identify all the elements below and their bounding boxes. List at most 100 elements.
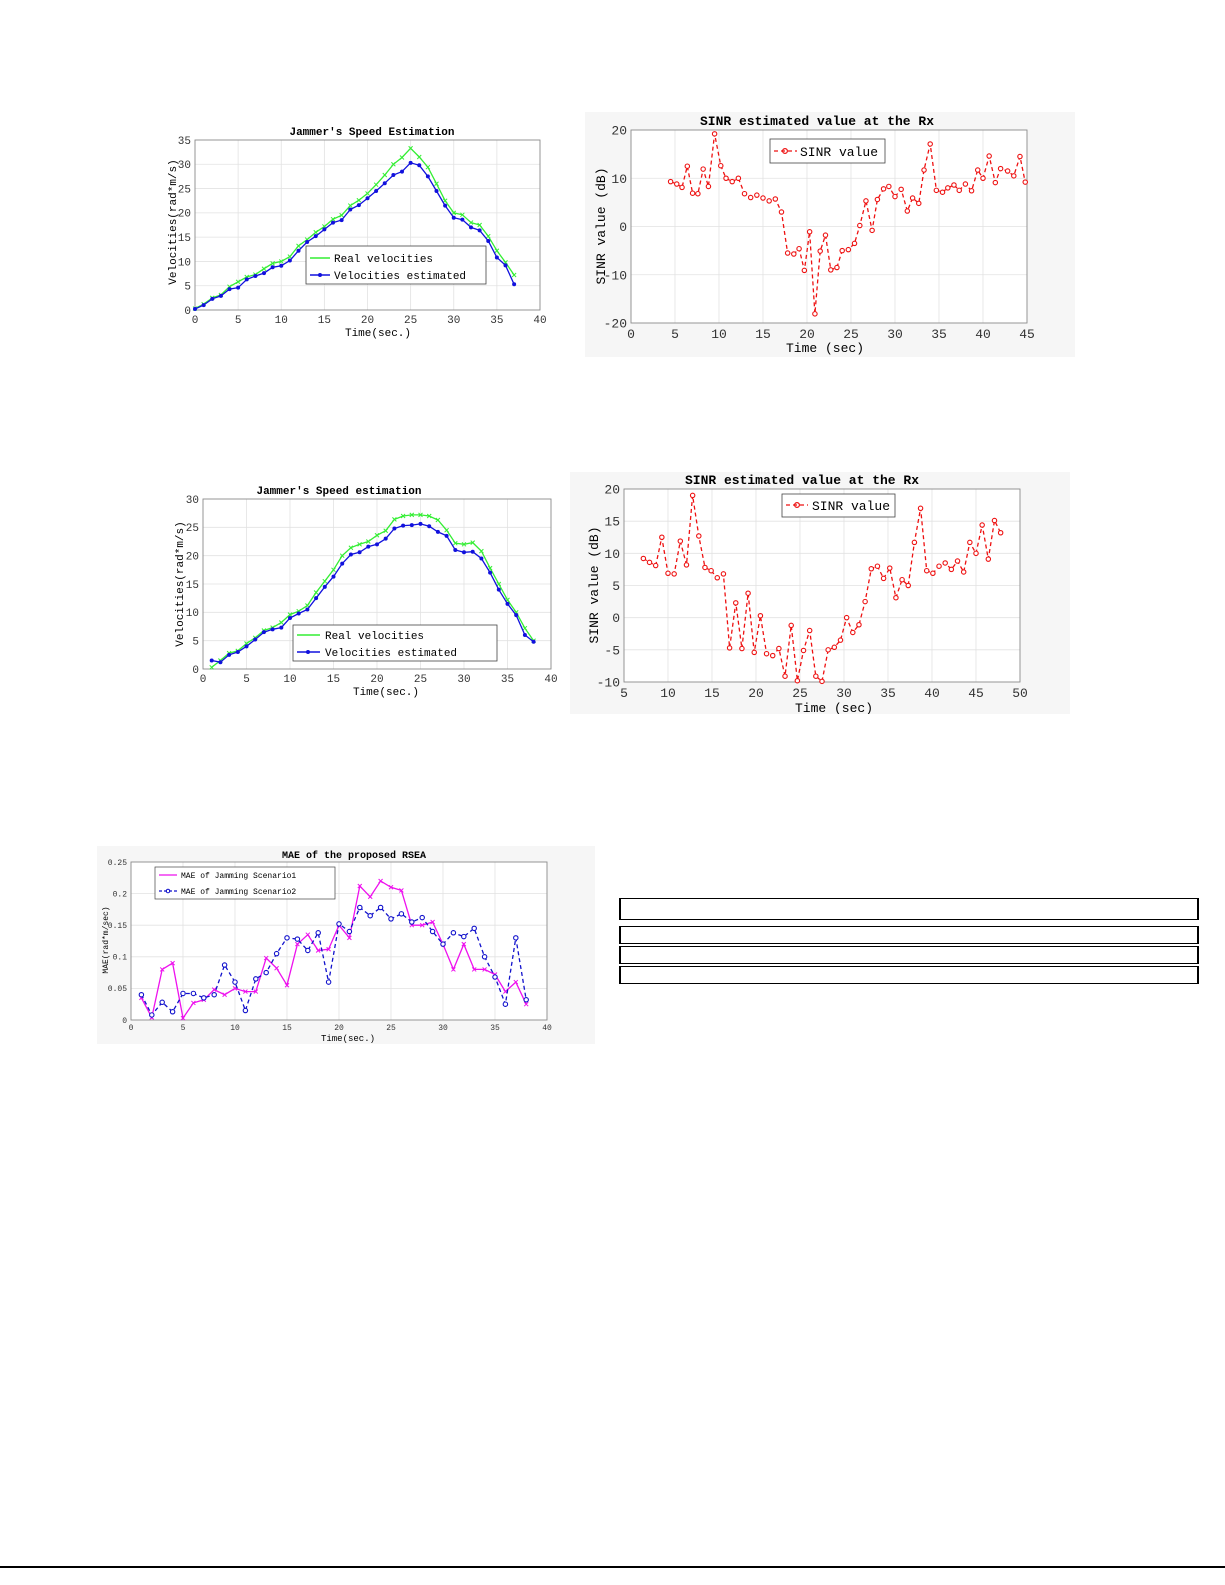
data-point [899, 576, 905, 583]
data-point [689, 492, 696, 499]
x-axis-label: Time(sec.) [321, 1034, 375, 1044]
data-point [322, 578, 328, 584]
x-tick-label: 10 [275, 315, 288, 327]
data-point [322, 227, 327, 232]
data-point [942, 560, 948, 566]
y-tick-label: 10 [611, 172, 627, 187]
data-point [503, 263, 508, 268]
y-tick-label: 20 [178, 209, 191, 221]
x-tick-label: 25 [386, 1024, 396, 1033]
data-point [330, 216, 336, 222]
x-tick-label: 15 [327, 674, 340, 686]
data-point [294, 936, 301, 942]
data-point [909, 195, 916, 201]
y-tick-label: 0.1 [113, 954, 128, 963]
data-point [296, 243, 301, 249]
data-point [435, 529, 440, 534]
chart-title: Jammer's Speed estimation [256, 486, 421, 498]
data-point [696, 533, 702, 539]
chart-speed-estimation-1: 0 5 10 15 20 25 30 35 40 0 5 10 15 20 25 30 35 Jammer's … [160, 118, 560, 348]
data-point [461, 941, 467, 947]
data-point [845, 246, 852, 253]
data-point [874, 196, 881, 203]
data-point [417, 163, 422, 168]
data-point [244, 644, 249, 649]
x-tick-label: 30 [887, 327, 903, 342]
data-point [470, 540, 476, 545]
data-point [399, 888, 404, 893]
y-tick-label: 30 [186, 495, 199, 507]
data-point [674, 181, 680, 187]
data-point [273, 950, 280, 957]
data-point [496, 587, 501, 592]
data-point [923, 567, 930, 574]
data-point [270, 261, 275, 266]
data-point [828, 267, 834, 273]
data-point [933, 187, 940, 194]
data-point [522, 633, 527, 637]
x-tick-label: 5 [243, 674, 250, 686]
data-point [839, 247, 845, 254]
x-tick-label: 15 [282, 1024, 292, 1033]
data-point [357, 541, 362, 547]
data-point [887, 565, 893, 571]
data-point [671, 571, 677, 577]
data-point [235, 279, 241, 285]
data-point [930, 570, 936, 577]
data-point [754, 192, 760, 198]
data-point [921, 167, 927, 173]
data-point [315, 930, 321, 936]
data-point [806, 627, 813, 634]
data-point [450, 930, 457, 936]
data-point [470, 549, 475, 554]
data-point [1004, 168, 1011, 174]
data-point [812, 311, 818, 317]
x-tick-label: 40 [533, 315, 546, 327]
data-point [960, 569, 967, 575]
y-tick-label: 5 [192, 637, 199, 649]
legend-label-scenario2: MAE of Jamming Scenario2 [181, 888, 296, 897]
data-point [339, 212, 344, 218]
x-tick-label: 25 [414, 674, 427, 686]
data-point [274, 965, 279, 971]
data-point [222, 992, 227, 998]
data-point [382, 181, 387, 186]
data-point [287, 258, 292, 263]
y-tick-label: -10 [597, 676, 620, 691]
data-point [522, 625, 528, 631]
data-point [850, 629, 856, 636]
x-tick-label: 5 [181, 1024, 186, 1033]
data-point [400, 169, 404, 174]
data-point [451, 210, 457, 216]
data-point [726, 645, 733, 651]
data-point [974, 167, 981, 173]
data-point [461, 541, 467, 547]
x-tick-label: 10 [660, 686, 676, 701]
data-point [723, 175, 729, 182]
data-point [444, 527, 449, 533]
y-tick-label: 15 [186, 580, 199, 592]
x-tick-label: 30 [457, 674, 470, 686]
data-point [339, 553, 345, 559]
data-point [468, 220, 474, 225]
data-point [689, 190, 696, 196]
data-point [442, 198, 448, 204]
data-point [776, 645, 782, 652]
data-point [927, 141, 933, 147]
data-point [936, 563, 942, 569]
data-point [834, 264, 840, 271]
data-point [997, 529, 1004, 536]
data-point [482, 967, 487, 972]
data-point [751, 649, 757, 656]
table-row [619, 946, 1199, 964]
data-point [159, 999, 165, 1006]
data-point [391, 172, 396, 177]
data-point [880, 186, 887, 192]
data-point [945, 185, 951, 191]
data-point [782, 673, 788, 679]
y-tick-label: 0 [192, 665, 199, 677]
data-point [794, 677, 801, 684]
data-point [954, 558, 961, 564]
chart-mae: 0 5 10 15 20 25 30 35 40 0 0.05 0.1 0.15 0.2 0.25 MAE … [97, 846, 595, 1044]
data-point [451, 215, 456, 220]
